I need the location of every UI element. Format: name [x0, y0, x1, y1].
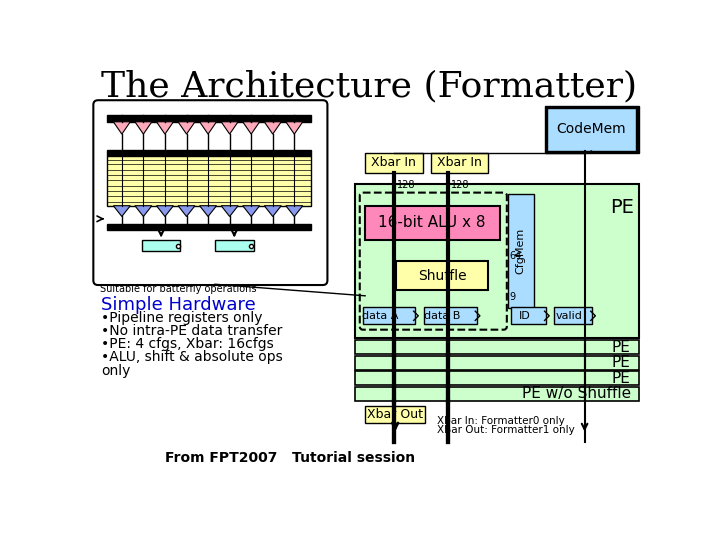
Bar: [365, 206, 500, 240]
Polygon shape: [286, 122, 303, 134]
Polygon shape: [156, 206, 174, 217]
Text: 16-bit ALU x 8: 16-bit ALU x 8: [379, 215, 486, 230]
Text: CfgMem: CfgMem: [516, 228, 526, 274]
Bar: [355, 356, 639, 370]
Text: From FPT2007   Tutorial session: From FPT2007 Tutorial session: [165, 450, 415, 464]
Polygon shape: [264, 206, 282, 217]
Bar: [355, 387, 639, 401]
Bar: [431, 153, 488, 173]
Bar: [355, 372, 639, 385]
Polygon shape: [264, 122, 282, 134]
Text: PE: PE: [610, 198, 634, 217]
Text: only: only: [101, 363, 130, 377]
Text: PE: PE: [612, 340, 631, 355]
Text: 9: 9: [509, 292, 516, 302]
Text: data A: data A: [362, 311, 399, 321]
Text: Xbar In: Xbar In: [436, 156, 482, 169]
Bar: [511, 307, 546, 325]
Bar: [107, 115, 311, 122]
Text: Suitable for batterfly operations: Suitable for batterfly operations: [99, 284, 256, 294]
Polygon shape: [286, 206, 303, 217]
Text: •ALU, shift & absolute ops: •ALU, shift & absolute ops: [101, 350, 283, 365]
Text: 128: 128: [451, 180, 469, 190]
Text: Xbar Out: Xbar Out: [367, 408, 423, 421]
Text: •PE: 4 cfgs, Xbar: 16cfgs: •PE: 4 cfgs, Xbar: 16cfgs: [101, 338, 274, 352]
Polygon shape: [178, 206, 195, 217]
Bar: [396, 261, 488, 291]
Text: PE: PE: [612, 355, 631, 370]
Bar: [142, 240, 180, 251]
Text: Simple Hardware: Simple Hardware: [101, 296, 256, 314]
FancyBboxPatch shape: [94, 100, 328, 285]
Bar: [355, 340, 639, 354]
Bar: [508, 194, 534, 308]
Bar: [365, 406, 426, 423]
Polygon shape: [221, 206, 238, 217]
Text: PE: PE: [612, 370, 631, 386]
Polygon shape: [199, 206, 217, 217]
Bar: [547, 108, 636, 151]
Bar: [215, 240, 253, 251]
Polygon shape: [243, 122, 260, 134]
Polygon shape: [243, 206, 260, 217]
Text: PE w/o Shuffle: PE w/o Shuffle: [522, 386, 631, 401]
Polygon shape: [113, 206, 130, 217]
Polygon shape: [199, 122, 217, 134]
Bar: [363, 307, 415, 325]
Bar: [544, 106, 639, 153]
Text: data B: data B: [424, 311, 460, 321]
Text: XBar Out: Formatter1 only: XBar Out: Formatter1 only: [437, 425, 575, 435]
Bar: [365, 153, 423, 173]
Bar: [107, 224, 311, 231]
Text: •No intra-PE data transfer: •No intra-PE data transfer: [101, 325, 282, 338]
Text: valid: valid: [556, 311, 582, 321]
Text: ID: ID: [518, 311, 531, 321]
Bar: [355, 184, 639, 338]
Polygon shape: [221, 122, 238, 134]
Polygon shape: [178, 122, 195, 134]
Text: Xbar In: Xbar In: [372, 156, 416, 169]
Text: CodeMem: CodeMem: [557, 123, 626, 137]
Text: Shuffle: Shuffle: [418, 269, 467, 283]
Polygon shape: [156, 122, 174, 134]
Text: The Architecture (Formatter): The Architecture (Formatter): [101, 69, 637, 103]
Bar: [425, 307, 477, 325]
Polygon shape: [135, 206, 152, 217]
Bar: [107, 150, 311, 156]
Text: •Pipeline registers only: •Pipeline registers only: [101, 311, 263, 325]
Text: 128: 128: [397, 180, 415, 190]
Polygon shape: [113, 122, 130, 134]
Bar: [554, 307, 593, 325]
Text: Xbar In: Formatter0 only: Xbar In: Formatter0 only: [437, 416, 564, 426]
Polygon shape: [135, 122, 152, 134]
Bar: [107, 156, 311, 206]
Text: 64: 64: [509, 251, 521, 261]
